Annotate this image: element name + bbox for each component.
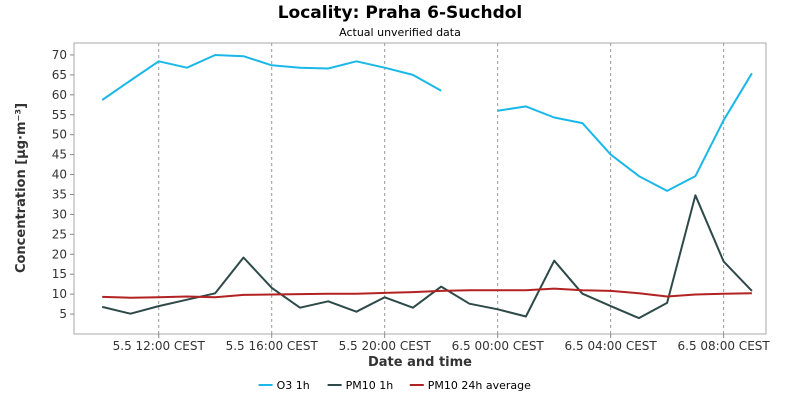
- y-axis-label: Concentration [µg·m⁻³]: [14, 103, 29, 273]
- y-tick-label: 30: [52, 207, 67, 221]
- legend-label-pm10-1h: PM10 1h: [346, 379, 394, 392]
- chart-subtitle: Actual unverified data: [339, 26, 461, 39]
- series-line-o3-1h: [497, 72, 753, 192]
- y-tick-label: 50: [52, 128, 67, 142]
- y-axis-ticks: 5 10 15 20 25 30 35 40 45 50 55 60 65 70: [52, 48, 74, 321]
- y-tick-label: 70: [52, 48, 67, 62]
- legend-label-pm10-24h-average: PM10 24h average: [428, 379, 531, 392]
- y-tick-label: 65: [52, 68, 67, 82]
- legend-label-o3-1h: O3 1h: [277, 379, 310, 392]
- y-tick-label: 55: [52, 108, 67, 122]
- y-tick-label: 40: [52, 168, 67, 182]
- grid: [158, 43, 725, 334]
- y-tick-label: 35: [52, 187, 67, 201]
- x-tick-label: 6.5 04:00 CEST: [565, 339, 658, 353]
- y-tick-label: 25: [52, 227, 67, 241]
- x-tick-label: 5.5 16:00 CEST: [226, 339, 319, 353]
- series-line-pm10-24h-average: [102, 287, 752, 299]
- x-tick-label: 5.5 12:00 CEST: [113, 339, 206, 353]
- y-tick-label: 60: [52, 88, 67, 102]
- y-tick-label: 45: [52, 148, 67, 162]
- y-tick-label: 15: [52, 267, 67, 281]
- y-tick-label: 10: [52, 287, 67, 301]
- x-axis-ticks: 5.5 12:00 CEST 5.5 16:00 CEST 5.5 20:00 CE…: [113, 334, 771, 353]
- series-line-o3-1h: [101, 54, 442, 101]
- chart-title: Locality: Praha 6-Suchdol: [278, 3, 523, 23]
- x-tick-label: 5.5 20:00 CEST: [339, 339, 432, 353]
- x-axis-label: Date and time: [368, 355, 472, 370]
- series-line-pm10-1h: [101, 194, 753, 320]
- x-tick-label: 6.5 08:00 CEST: [678, 339, 771, 353]
- x-tick-label: 6.5 00:00 CEST: [452, 339, 545, 353]
- plot-area: [73, 42, 767, 335]
- series-group: [101, 54, 753, 320]
- legend: O3 1h PM10 1h PM10 24h average: [258, 379, 531, 392]
- y-tick-label: 5: [59, 307, 67, 321]
- y-tick-label: 20: [52, 247, 67, 261]
